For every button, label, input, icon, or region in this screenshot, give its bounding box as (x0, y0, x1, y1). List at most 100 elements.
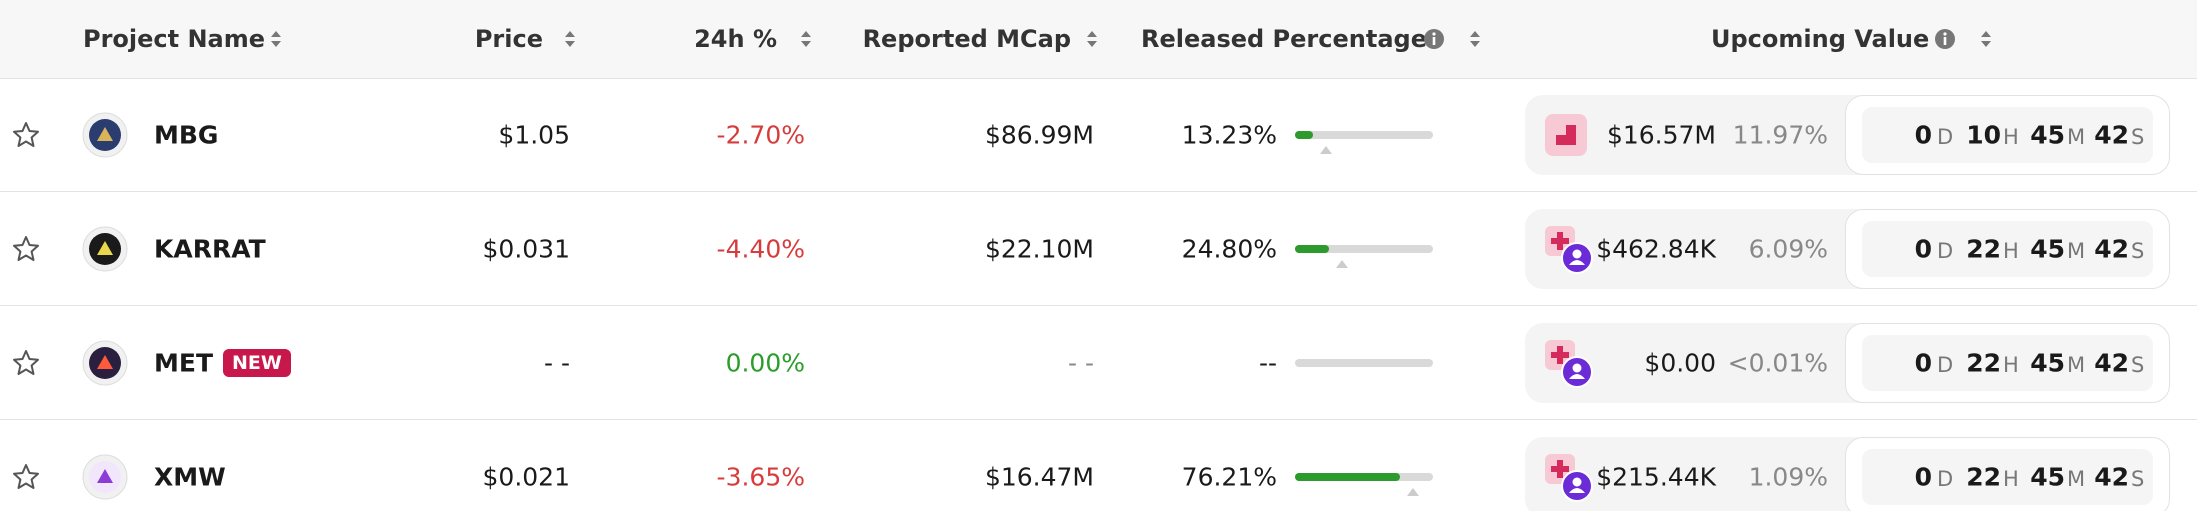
unlock-icon (1545, 226, 1593, 274)
upcoming-percentage: 6.09% (1748, 234, 1828, 264)
countdown-number: 42 (2094, 120, 2129, 150)
progress-track (1295, 245, 1433, 253)
favorite-star[interactable] (12, 463, 40, 491)
countdown-unit: M (2067, 467, 2086, 491)
column-header[interactable]: 24h % (694, 25, 777, 53)
sort-icon[interactable] (1086, 29, 1098, 49)
column-header[interactable]: Reported MCap (862, 25, 1071, 53)
column-header[interactable]: Released Percentage (1141, 25, 1427, 53)
project-name: MET (154, 348, 214, 378)
countdown-inner (1862, 221, 2153, 277)
change-24h: 0.00% (725, 348, 805, 378)
countdown-unit: D (1937, 239, 1954, 263)
countdown-unit: S (2131, 353, 2145, 377)
countdown-unit: M (2067, 125, 2086, 149)
upcoming-value: $215.44K (1596, 462, 1716, 492)
countdown-number: 42 (2094, 348, 2129, 378)
change-24h: -4.40% (716, 234, 805, 264)
change-24h: -2.70% (716, 120, 805, 150)
countdown-unit: H (2003, 125, 2019, 149)
progress-fill (1295, 245, 1330, 253)
project-logo (82, 112, 128, 158)
countdown-unit: D (1937, 467, 1954, 491)
countdown-number: 0 (1914, 348, 1932, 378)
upcoming-value: $16.57M (1606, 120, 1716, 150)
price: $0.021 (482, 462, 570, 492)
project-name: XMW (154, 462, 226, 492)
row-divider (0, 191, 2197, 192)
table-header (0, 0, 2197, 79)
progress-marker (1320, 146, 1333, 154)
countdown-unit: H (2003, 353, 2019, 377)
countdown-unit: D (1937, 353, 1954, 377)
countdown-number: 0 (1914, 462, 1932, 492)
countdown-unit: S (2131, 239, 2145, 263)
row-divider (0, 419, 2197, 420)
released-percentage: 13.23% (1181, 120, 1277, 150)
unlock-icon (1545, 454, 1593, 502)
favorite-star[interactable] (12, 235, 40, 263)
progress-track (1295, 359, 1433, 367)
progress-marker (1336, 260, 1349, 268)
countdown-unit: D (1937, 125, 1954, 149)
progress-fill (1295, 473, 1401, 481)
countdown-inner (1862, 107, 2153, 163)
project-name: MBG (154, 120, 219, 150)
upcoming-percentage: 11.97% (1732, 120, 1828, 150)
price: $0.031 (482, 234, 570, 264)
released-percentage: 76.21% (1181, 462, 1277, 492)
upcoming-percentage: 1.09% (1748, 462, 1828, 492)
countdown-number: 45 (2030, 234, 2065, 264)
countdown-number: 0 (1914, 234, 1932, 264)
progress-track (1295, 131, 1433, 139)
upcoming-value: $462.84K (1596, 234, 1716, 264)
released-percentage: 24.80% (1181, 234, 1277, 264)
reported-mcap: $22.10M (984, 234, 1094, 264)
price: - - (544, 348, 570, 378)
info-icon (1935, 29, 1955, 49)
favorite-star[interactable] (12, 349, 40, 377)
upcoming-percentage: <0.01% (1727, 348, 1828, 378)
countdown-inner (1862, 335, 2153, 391)
countdown-number: 10 (1966, 120, 2001, 150)
new-badge: NEW (223, 349, 291, 377)
released-percentage: -- (1258, 348, 1277, 378)
countdown-number: 22 (1966, 234, 2001, 264)
countdown-number: 42 (2094, 234, 2129, 264)
countdown-unit: M (2067, 239, 2086, 263)
project-logo (82, 226, 128, 272)
countdown-number: 22 (1966, 462, 2001, 492)
countdown-number: 45 (2030, 348, 2065, 378)
countdown-number: 0 (1914, 120, 1932, 150)
row-divider (0, 305, 2197, 306)
countdown-inner (1862, 449, 2153, 505)
unlock-icon (1545, 114, 1587, 156)
progress-marker (1407, 488, 1420, 496)
sort-icon[interactable] (1980, 29, 1992, 49)
project-name: KARRAT (154, 234, 266, 264)
project-logo (82, 340, 128, 386)
unlock-icon (1545, 340, 1593, 388)
change-24h: -3.65% (716, 462, 805, 492)
price: $1.05 (498, 120, 570, 150)
reported-mcap: $86.99M (984, 120, 1094, 150)
project-logo (82, 454, 128, 500)
favorite-star[interactable] (12, 121, 40, 149)
countdown-unit: S (2131, 467, 2145, 491)
countdown-number: 22 (1966, 348, 2001, 378)
sort-icon[interactable] (1469, 29, 1481, 49)
column-header[interactable]: Price (474, 25, 543, 53)
sort-icon[interactable] (800, 29, 812, 49)
reported-mcap: - - (1068, 348, 1094, 378)
countdown-unit: H (2003, 467, 2019, 491)
countdown-number: 45 (2030, 462, 2065, 492)
column-header[interactable]: Project Name (83, 25, 266, 53)
countdown-unit: S (2131, 125, 2145, 149)
sort-icon[interactable] (270, 29, 282, 49)
info-icon (1424, 29, 1444, 49)
countdown-unit: M (2067, 353, 2086, 377)
countdown-number: 45 (2030, 120, 2065, 150)
sort-icon[interactable] (564, 29, 576, 49)
column-header[interactable]: Upcoming Value (1711, 25, 1930, 53)
